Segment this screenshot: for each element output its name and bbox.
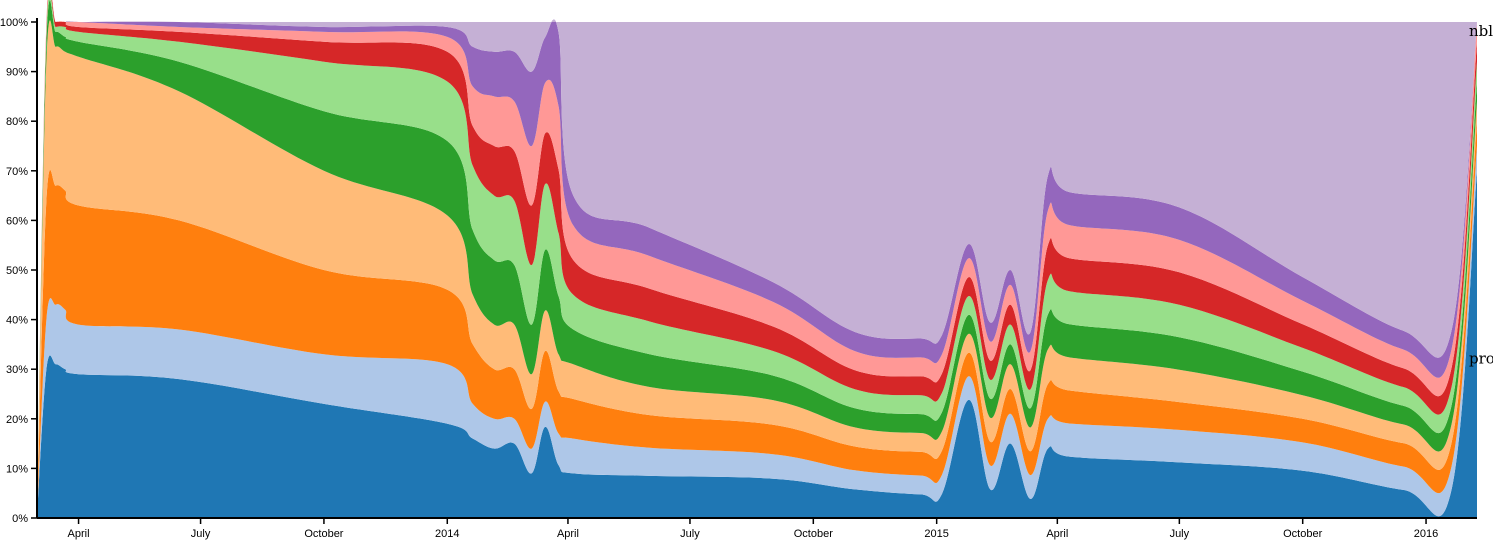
area-layer-1 xyxy=(37,170,1477,519)
x-tick-label: 2015 xyxy=(924,528,948,540)
x-tick-label: 2014 xyxy=(435,528,459,540)
x-tick-label: April xyxy=(1046,528,1068,540)
area-layers xyxy=(37,0,1477,519)
x-tick-label: July xyxy=(1170,528,1190,540)
area-layer-10 xyxy=(37,0,1477,518)
area-layer-6 xyxy=(37,0,1477,518)
x-tick-label: July xyxy=(191,528,211,540)
y-tick-label: 0% xyxy=(12,513,28,525)
y-tick-label: 90% xyxy=(6,67,28,79)
x-tick-label: July xyxy=(680,528,700,540)
area-layer-4 xyxy=(37,20,1477,518)
y-tick-label: 10% xyxy=(6,463,28,475)
x-tick-label: 2016 xyxy=(1414,528,1438,540)
area-layer-8 xyxy=(37,0,1477,518)
x-tick-label: October xyxy=(1283,528,1322,540)
x-axis: April July October 2014 April July October 2015… xyxy=(37,517,1477,540)
y-tick-label: 30% xyxy=(6,364,28,376)
y-tick-label: 40% xyxy=(6,315,28,327)
y-tick-label: 80% xyxy=(6,116,28,128)
y-tick-label: 50% xyxy=(6,265,28,277)
x-tick-label: October xyxy=(304,528,343,540)
y-tick-label: 60% xyxy=(6,215,28,227)
series-label: nbl xyxy=(1469,22,1493,40)
series-label: pro xyxy=(1469,349,1493,367)
x-tick-label: April xyxy=(68,528,90,540)
series-labels: nbl pro xyxy=(1469,22,1493,367)
y-tick-label: 20% xyxy=(6,414,28,426)
x-tick-label: October xyxy=(794,528,833,540)
area-layer-5 xyxy=(37,0,1477,518)
y-tick-label: 100% xyxy=(0,17,28,29)
area-layer-3 xyxy=(37,121,1477,518)
y-axis: 0% 10% 20% 30% 40% 50% 60% 70% 80% 90% 100% xyxy=(0,17,38,525)
y-tick-label: 70% xyxy=(6,166,28,178)
x-tick-label: April xyxy=(557,528,579,540)
